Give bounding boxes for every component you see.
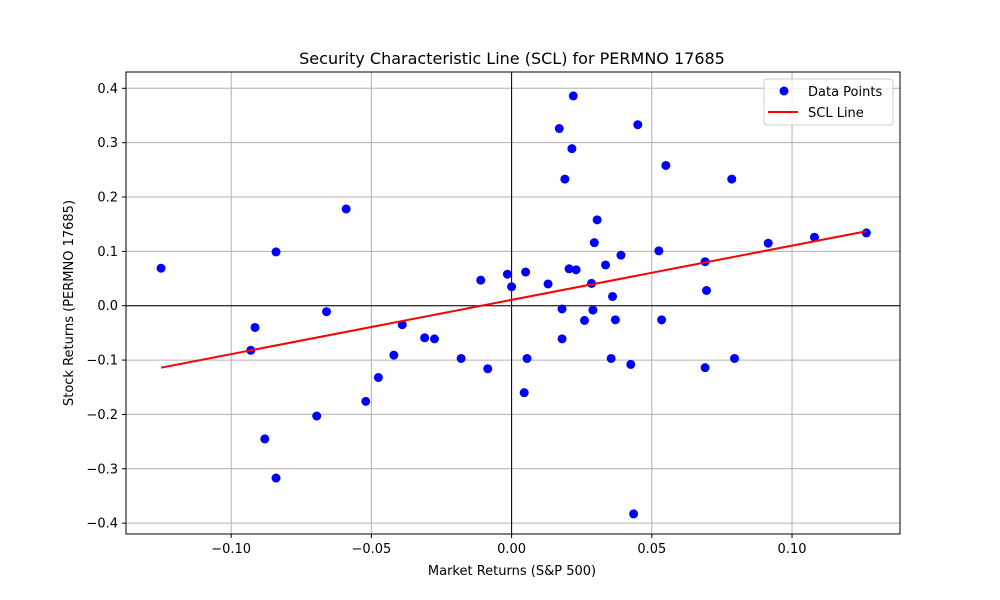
data-point (633, 120, 643, 130)
data-point (763, 238, 773, 248)
y-axis-ticks: −0.4 −0.3 −0.2 −0.1 0.0 0.1 0.2 0.3 0.4 (86, 82, 126, 532)
data-point (420, 333, 430, 343)
chart-title: Security Characteristic Line (SCL) for P… (299, 49, 725, 68)
y-axis-label: Stock Returns (PERMNO 17685) (62, 200, 77, 406)
data-point (519, 388, 529, 398)
data-point (250, 322, 260, 332)
x-tick-label: −0.05 (351, 542, 391, 557)
data-point (361, 396, 371, 406)
legend-label-data-points: Data Points (808, 85, 882, 100)
data-point (521, 267, 531, 277)
data-point (661, 160, 671, 170)
y-tick-label: 0.0 (97, 299, 118, 314)
data-point (606, 353, 616, 363)
data-point (156, 263, 166, 273)
data-point (543, 279, 553, 289)
data-point (654, 246, 664, 256)
y-tick-label: 0.2 (97, 191, 118, 206)
legend-frame (763, 78, 894, 126)
data-point (601, 260, 611, 270)
x-tick-label: −0.10 (211, 542, 251, 557)
data-point (608, 291, 618, 301)
y-tick-label: −0.1 (86, 354, 118, 369)
data-point (567, 144, 577, 154)
data-point (476, 275, 486, 285)
data-point (589, 238, 599, 248)
x-axis-label: Market Returns (S&P 500) (428, 564, 596, 579)
data-point (507, 282, 517, 292)
x-tick-label: 0.10 (778, 542, 807, 557)
grid-lines (126, 72, 900, 534)
data-point (557, 334, 567, 344)
series-layer (156, 91, 871, 519)
data-point (702, 285, 711, 295)
data-point (610, 315, 620, 325)
x-axis-ticks: −0.10 −0.05 0.00 0.05 0.10 (211, 534, 807, 557)
y-tick-label: −0.2 (86, 408, 118, 423)
data-point (271, 247, 281, 257)
data-point (483, 364, 493, 374)
data-point (341, 204, 351, 214)
data-point (397, 320, 407, 330)
legend: Data Points SCL Line (763, 78, 894, 126)
data-point (700, 363, 710, 373)
data-point (571, 265, 581, 275)
scl-line (160, 230, 867, 369)
y-tick-label: 0.3 (97, 136, 118, 151)
data-point (373, 372, 383, 382)
data-point (616, 250, 626, 260)
data-point (657, 315, 667, 325)
data-point (312, 411, 322, 421)
data-point (429, 334, 439, 344)
data-point (502, 269, 512, 279)
zero-lines (126, 72, 900, 534)
data-point (564, 264, 574, 274)
data-point (580, 315, 590, 325)
data-point (730, 353, 740, 363)
data-point (456, 353, 466, 363)
data-point (554, 124, 564, 134)
data-point (588, 305, 598, 315)
data-point (626, 359, 636, 369)
data-point (629, 509, 639, 519)
plot-frame (125, 71, 901, 535)
data-point (560, 174, 570, 184)
data-point (522, 353, 532, 363)
y-tick-label: 0.4 (97, 82, 118, 97)
y-tick-label: −0.4 (86, 517, 118, 532)
x-tick-label: 0.05 (637, 542, 666, 557)
data-point (592, 215, 602, 225)
x-tick-label: 0.00 (497, 542, 526, 557)
data-point (809, 232, 819, 242)
data-point (271, 473, 281, 483)
data-point (322, 307, 332, 317)
data-point (861, 228, 871, 238)
data-point (727, 174, 737, 184)
data-point (260, 434, 270, 444)
y-tick-label: −0.3 (86, 462, 118, 477)
legend-marker-data-points (779, 86, 789, 96)
data-point (568, 91, 578, 101)
y-tick-label: 0.1 (97, 245, 118, 260)
data-point (557, 304, 567, 314)
data-point (389, 350, 399, 360)
legend-label-scl-line: SCL Line (808, 106, 864, 121)
